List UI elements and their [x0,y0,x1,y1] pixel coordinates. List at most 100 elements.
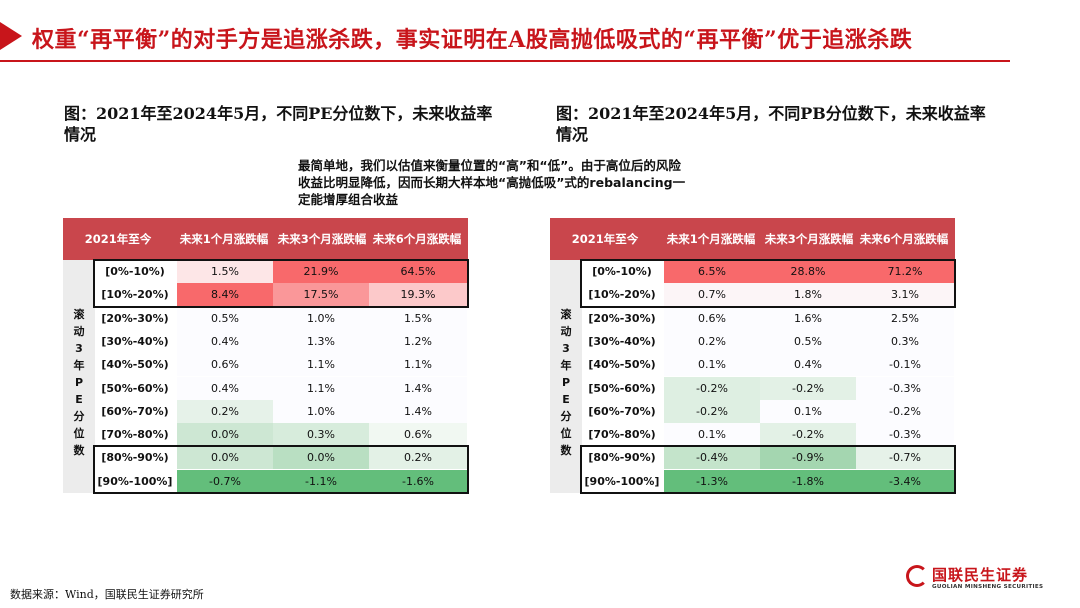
value-cell: 0.1% [760,399,856,423]
value-cell: -0.7% [177,469,273,493]
value-cell: -0.2% [760,423,856,447]
row-label: [60%-70%) [101,404,169,418]
table-row: [0%-10%) 6.5% 28.8% 71.2% [582,260,955,283]
value-cell: 0.3% [273,423,369,447]
value-cell: 1.1% [273,353,369,377]
table-row: [10%-20%) 0.7% 1.8% 3.1% [582,283,955,307]
value-cell: -1.6% [369,469,467,493]
value-cell: 71.2% [856,260,954,283]
value-cell: -0.1% [856,353,954,377]
row-label: [20%-30%) [101,311,169,325]
value-cell: -1.3% [664,469,760,493]
value-cell: 1.5% [177,260,273,283]
table-row: [80%-90%) -0.4% -0.9% -0.7% [582,446,955,470]
value-cell: -0.7% [856,446,954,470]
row-label: [60%-70%) [588,404,656,418]
side-label-char: 动 [73,325,85,338]
callout-text: 最简单地，我们以估值来衡量位置的“高”和“低”。由于高位后的风险收益比明显降低，… [298,158,686,207]
side-label-char: 3 [562,342,570,355]
value-cell: 1.4% [369,399,467,423]
value-cell: 1.1% [273,376,369,400]
title-divider [0,60,1010,62]
table-row: [60%-70%) 0.2% 1.0% 1.4% [95,399,468,423]
value-cell: -0.4% [664,446,760,470]
value-cell: -0.2% [664,399,760,423]
value-cell: 2.5% [856,306,954,330]
value-cell: -0.2% [664,376,760,400]
row-label: [50%-60%) [588,381,656,395]
highlight-box-high-percentile [93,445,469,494]
table-row: [40%-50%) 0.1% 0.4% -0.1% [582,353,955,377]
value-cell: 1.8% [760,283,856,307]
side-label-char: 位 [73,427,85,440]
side-label-char: E [75,393,83,406]
row-label: [0%-10%) [592,265,652,278]
value-cell: -0.2% [760,376,856,400]
value-cell: 0.4% [177,329,273,353]
side-label-char: 分 [73,410,85,423]
row-label: [10%-20%) [588,288,656,302]
value-cell: 0.7% [664,283,760,307]
value-cell: 1.0% [273,399,369,423]
row-label: [30%-40%) [588,334,656,348]
value-cell: 0.5% [177,306,273,330]
side-label-char: 位 [560,427,572,440]
table-header-row: 2021年至今 未来1个月涨跌幅 未来3个月涨跌幅 未来6个月涨跌幅 [63,218,468,260]
row-label: [50%-60%) [101,381,169,395]
header-column: 未来6个月涨跌幅 [859,232,949,246]
value-cell: 0.5% [760,329,856,353]
row-label: [80%-90%) [588,451,656,465]
header-period: 2021年至今 [571,232,639,246]
value-cell: 0.4% [177,376,273,400]
side-label-char: P [561,376,571,389]
value-cell: 6.5% [664,260,760,283]
value-cell: 19.3% [369,283,467,307]
row-label: [70%-80%) [588,428,656,442]
table-header-row: 2021年至今 未来1个月涨跌幅 未来3个月涨跌幅 未来6个月涨跌幅 [550,218,955,260]
value-cell: 64.5% [369,260,467,283]
value-cell: 1.3% [273,329,369,353]
value-cell: 1.2% [369,329,467,353]
row-label: [70%-80%) [101,428,169,442]
table-row: [60%-70%) -0.2% 0.1% -0.2% [582,399,955,423]
table-row: [30%-40%) 0.2% 0.5% 0.3% [582,329,955,353]
table-row: [20%-30%) 0.6% 1.6% 2.5% [582,306,955,330]
header-column: 未来3个月涨跌幅 [277,232,367,246]
table-row: [50%-60%) -0.2% -0.2% -0.3% [582,376,955,400]
value-cell: -0.9% [760,446,856,470]
side-label-char: 滚 [73,308,85,321]
logo-english: GUOLIAN MINSHENG SECURITIES [932,584,1044,590]
right-table-caption: 图：2021年至2024年5月，不同PB分位数下，未来收益率情况 [556,104,986,144]
value-cell: 0.6% [177,353,273,377]
side-label-char: 3 [75,342,83,355]
value-cell: 0.6% [664,306,760,330]
value-cell: -0.3% [856,423,954,447]
header-column: 未来3个月涨跌幅 [764,232,854,246]
table-row: [70%-80%) 0.1% -0.2% -0.3% [582,423,955,447]
header-column: 未来1个月涨跌幅 [666,232,756,246]
row-label: [30%-40%) [101,334,169,348]
value-cell: -0.3% [856,376,954,400]
value-cell: 0.3% [856,329,954,353]
side-label-char: 年 [560,359,572,372]
value-cell: 0.2% [177,399,273,423]
row-label: [20%-30%) [588,311,656,325]
highlight-box-high-percentile [580,445,956,494]
value-cell: -1.1% [273,469,369,493]
side-label-char: E [562,393,570,406]
value-cell: -3.4% [856,469,954,493]
table-row: [20%-30%) 0.5% 1.0% 1.5% [95,306,468,330]
logo-name: 国联民生证券 [932,566,1029,584]
title-marker-icon [0,22,22,50]
value-cell: 28.8% [760,260,856,283]
source-note: 数据来源：Wind，国联民生证券研究所 [10,588,204,601]
highlight-box-low-percentile [580,259,956,308]
value-cell: 3.1% [856,283,954,307]
value-cell: 17.5% [273,283,369,307]
value-cell: 21.9% [273,260,369,283]
row-label: [80%-90%) [101,451,169,465]
row-label: [40%-50%) [588,358,656,372]
